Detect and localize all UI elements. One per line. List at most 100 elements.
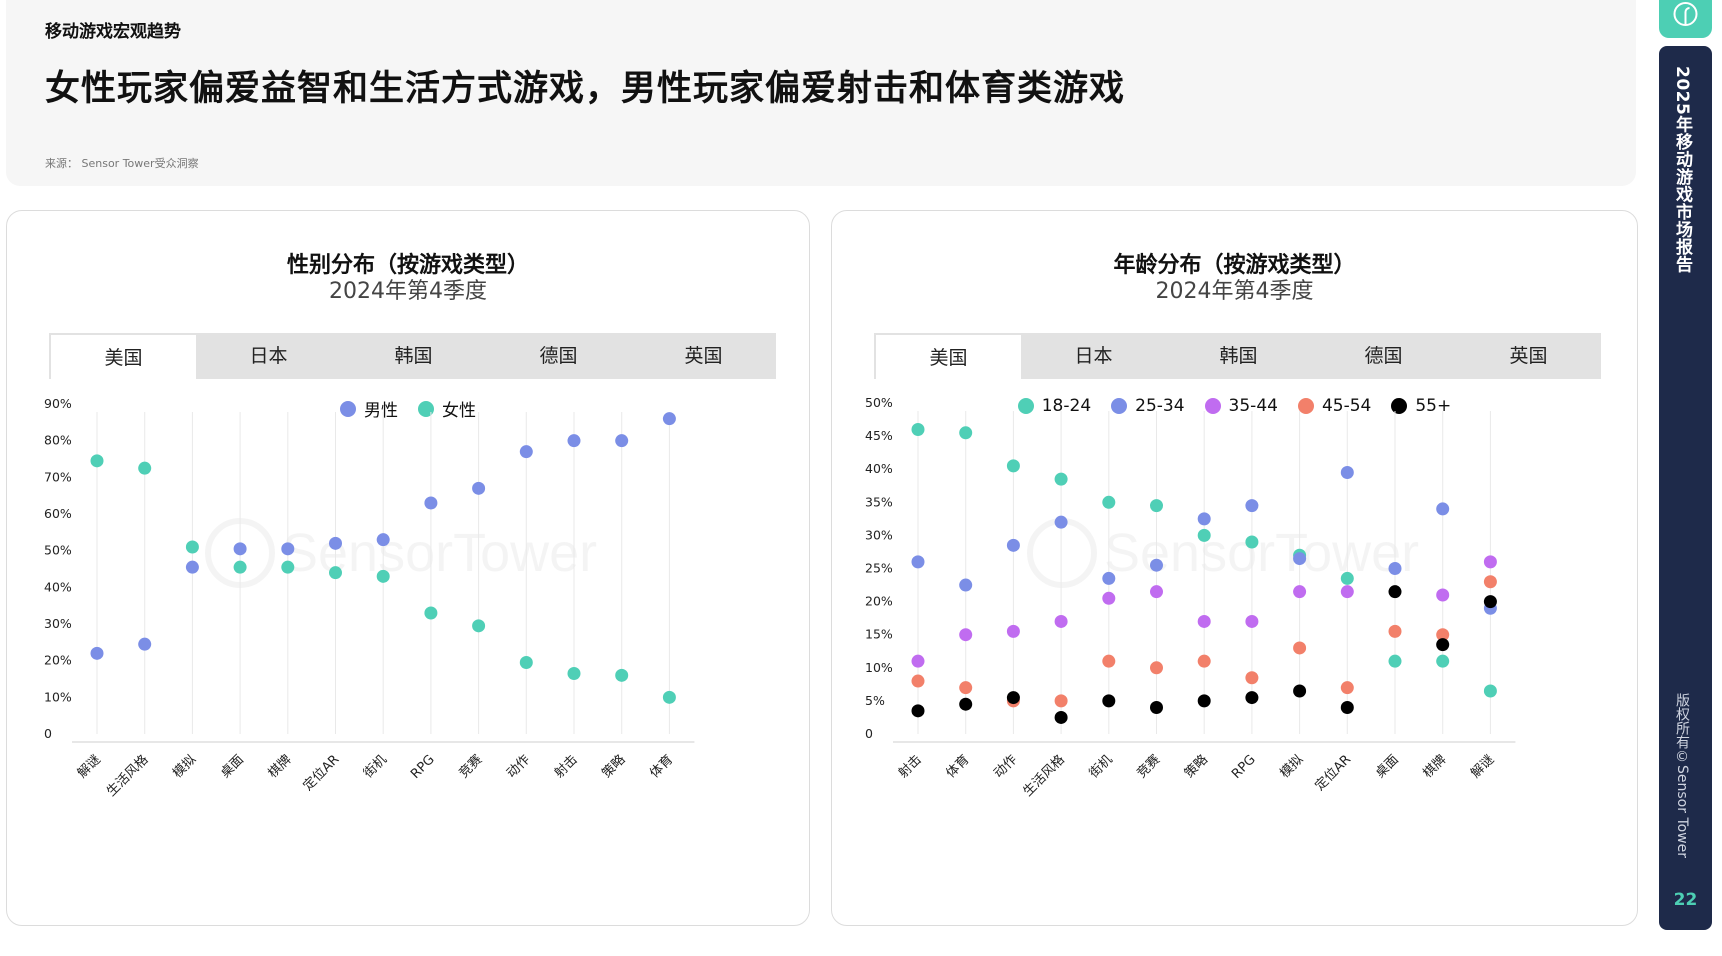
tab-korea[interactable]: 韩国: [1219, 345, 1258, 367]
legend-dot: [1204, 398, 1221, 414]
x-tick-label: 射击: [895, 752, 925, 782]
data-point: [1006, 691, 1020, 705]
x-tick-label: RPG: [1229, 752, 1259, 782]
data-point: [1436, 628, 1450, 642]
y-tick-label: 25%: [865, 561, 893, 576]
y-tick-label: 60%: [44, 506, 72, 521]
chart-legend: 男性 女性: [7, 396, 809, 421]
data-point: [1150, 661, 1163, 675]
tab-us[interactable]: 美国: [874, 333, 1021, 379]
data-point: [1245, 535, 1259, 549]
tab-uk[interactable]: 英国: [684, 345, 723, 367]
x-tick-label: 生活风格: [1020, 752, 1068, 800]
x-tick-label: 策略: [599, 752, 629, 782]
data-point: [1340, 585, 1354, 599]
data-point: [662, 690, 676, 704]
legend-item: 18-24: [1017, 396, 1092, 416]
y-tick-label: 50%: [44, 543, 72, 558]
source-note: 来源： Sensor Tower受众洞察: [45, 157, 199, 170]
y-tick-label: 40%: [44, 579, 72, 594]
data-point: [567, 434, 581, 448]
data-point: [1102, 571, 1116, 585]
legend-dot: [1017, 398, 1034, 414]
data-point: [1054, 710, 1068, 724]
data-point: [1102, 495, 1116, 509]
report-sidebar: [1659, 46, 1712, 930]
y-tick-label: 80%: [44, 433, 72, 448]
tab-korea[interactable]: 韩国: [394, 345, 433, 367]
x-tick-label: 竞赛: [1134, 752, 1164, 782]
tab-uk[interactable]: 英国: [1509, 345, 1548, 367]
legend-label: 35-44: [1228, 396, 1278, 416]
x-tick-label: 模拟: [170, 752, 199, 781]
country-tabs: 美国 日本 韩国 德国 英国: [874, 333, 1601, 379]
x-tick-label: RPG: [408, 752, 438, 782]
tab-japan[interactable]: 日本: [249, 345, 288, 367]
data-point: [1197, 528, 1211, 542]
y-tick-label: 20%: [44, 653, 72, 668]
data-point: [1245, 691, 1259, 705]
data-point: [1102, 654, 1116, 668]
data-point: [1388, 624, 1402, 638]
data-point: [1293, 552, 1307, 566]
y-tick-label: 30%: [865, 527, 893, 542]
data-point: [90, 646, 104, 660]
legend-dot: [340, 400, 356, 417]
data-point: [1054, 472, 1068, 486]
data-point: [233, 560, 247, 574]
x-tick-label: 街机: [1087, 752, 1116, 781]
tab-japan[interactable]: 日本: [1074, 345, 1113, 367]
data-point: [138, 461, 152, 475]
data-point: [1054, 694, 1068, 708]
tab-us[interactable]: 美国: [49, 333, 196, 379]
y-tick-label: 70%: [44, 469, 72, 484]
data-point: [1054, 515, 1068, 529]
data-point: [424, 606, 438, 620]
y-tick-label: 5%: [865, 693, 885, 708]
x-tick-label: 射击: [551, 752, 581, 782]
data-point: [1436, 654, 1450, 668]
x-tick-label: 生活风格: [103, 752, 151, 800]
chart-legend: 18-24 25-34 35-44 45-54 55+: [832, 396, 1637, 416]
x-tick-label: 桌面: [218, 752, 247, 781]
data-point: [959, 628, 973, 642]
x-tick-label: 桌面: [1373, 752, 1402, 781]
data-point: [138, 637, 152, 651]
data-point: [424, 496, 438, 510]
data-point: [519, 656, 533, 669]
x-tick-label: 街机: [361, 752, 390, 781]
y-tick-label: 10%: [44, 689, 72, 704]
tab-germany[interactable]: 德国: [539, 345, 578, 367]
data-point: [281, 560, 295, 574]
x-tick-label: 模拟: [1277, 752, 1306, 781]
x-tick-label: 体育: [647, 752, 677, 782]
x-tick-label: 解谜: [1468, 752, 1497, 781]
data-point: [1197, 654, 1211, 668]
x-tick-label: 动作: [991, 752, 1020, 781]
sensor-tower-logo-icon: [1673, 2, 1698, 26]
watermark-logo-icon: [1027, 518, 1097, 588]
data-point: [1197, 614, 1211, 628]
data-point: [1245, 614, 1259, 628]
tab-germany[interactable]: 德国: [1364, 345, 1403, 367]
x-tick-label: 定位AR: [301, 752, 343, 794]
section-label: 移动游戏宏观趋势: [45, 22, 181, 42]
data-point: [1340, 681, 1354, 695]
data-point: [911, 555, 925, 569]
y-tick-label: 50%: [865, 395, 893, 410]
data-point: [1483, 595, 1497, 609]
legend-label: 25-34: [1135, 396, 1185, 416]
country-tabs: 美国 日本 韩国 德国 英国: [49, 333, 776, 379]
x-tick-label: 解谜: [75, 752, 104, 781]
legend-item: 45-54: [1297, 396, 1371, 416]
data-point: [1102, 694, 1116, 708]
data-point: [1340, 466, 1354, 480]
data-point: [1436, 588, 1450, 602]
age-chart-panel: 年龄分布（按游戏类型） 2024年第4季度 美国 日本 韩国 德国 英国 18-…: [831, 210, 1638, 926]
data-point: [911, 654, 925, 668]
data-point: [1150, 499, 1163, 513]
legend-label: 18-24: [1041, 396, 1092, 416]
data-point: [281, 542, 295, 556]
y-tick-label: 90%: [44, 396, 72, 411]
legend-item: 男性: [340, 396, 398, 421]
